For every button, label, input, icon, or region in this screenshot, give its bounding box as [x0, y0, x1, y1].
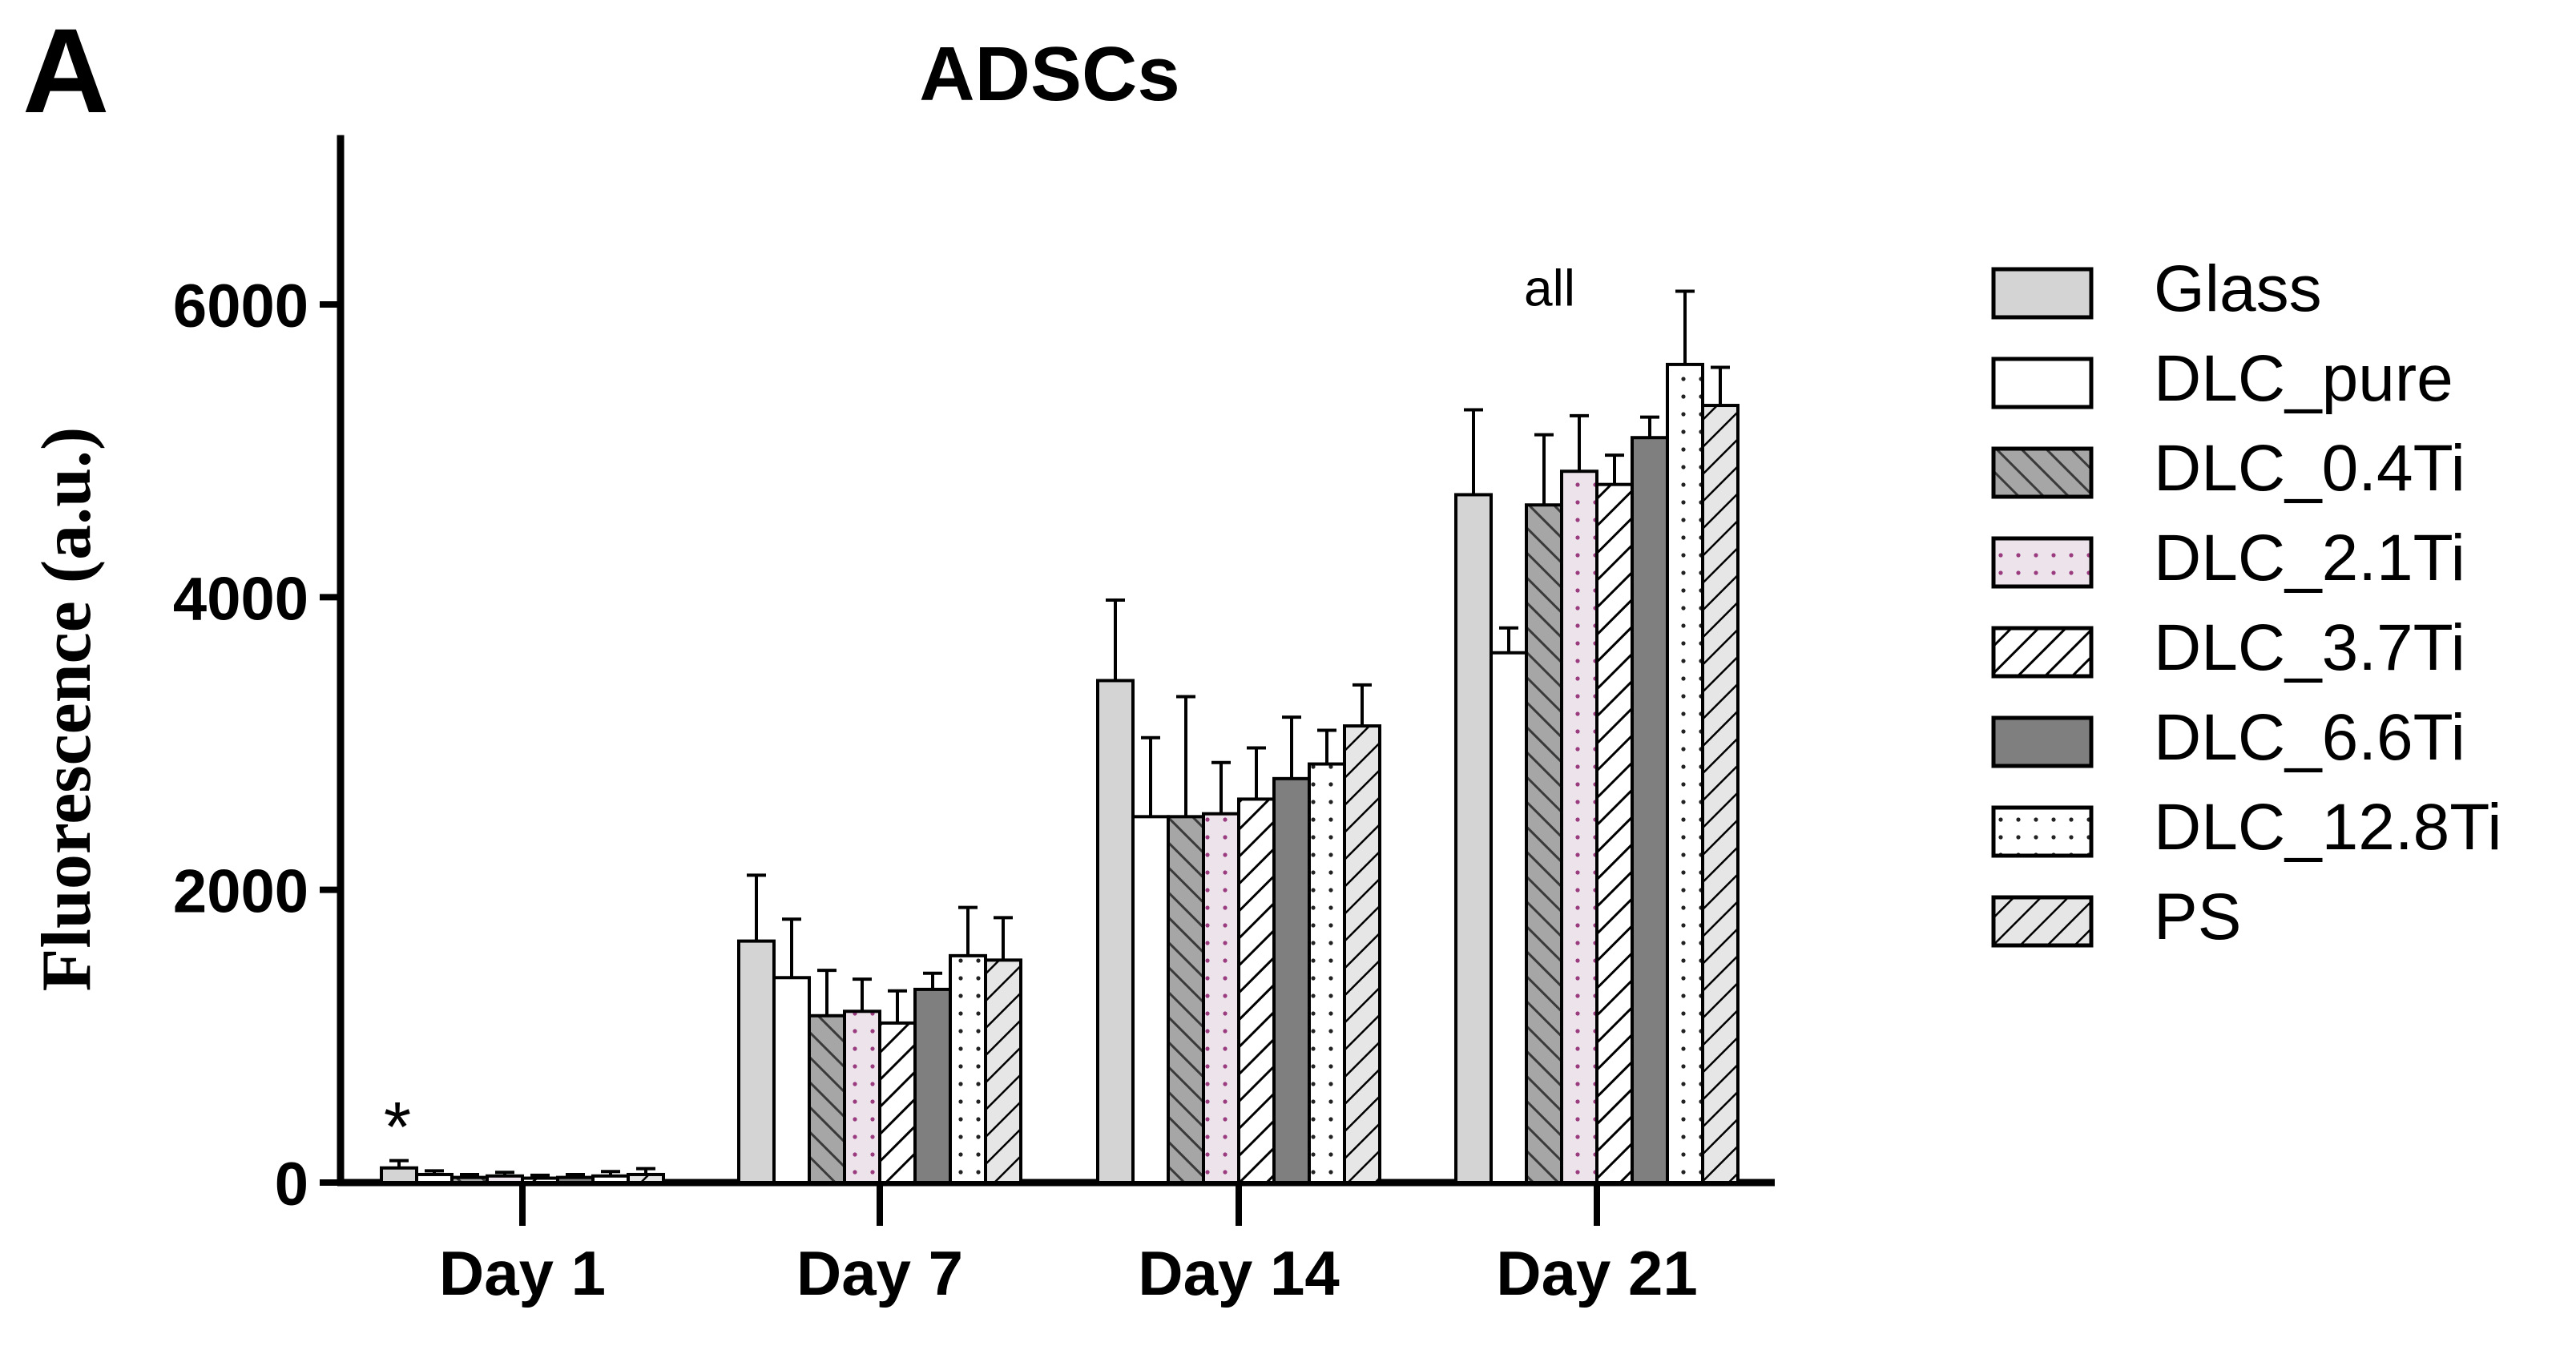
x-tick-label: Day 14: [1138, 1238, 1340, 1308]
x-tick-label: Day 7: [796, 1238, 963, 1308]
bar: [1666, 362, 1704, 1185]
bar: [843, 1010, 881, 1185]
bar: [1202, 812, 1240, 1184]
bar: [949, 953, 987, 1185]
legend-swatch: [1991, 626, 2094, 679]
legend-swatch: [1991, 446, 2094, 499]
legend-swatch: [1991, 357, 2094, 409]
bar: [591, 1174, 630, 1185]
bar: [737, 939, 776, 1184]
legend-label: DLC_0.4Ti: [2154, 432, 2465, 505]
bar: [878, 1021, 917, 1184]
legend-label: DLC_6.6Ti: [2154, 701, 2465, 774]
plot-area: 0 2000 4000 6000 Day 1 Day 7 Day 14 Day 21 * all: [173, 135, 1775, 1308]
bar: [486, 1174, 524, 1185]
bar: [1308, 762, 1346, 1184]
legend-swatch: [1991, 715, 2094, 768]
bar: [556, 1175, 595, 1185]
legend-label: DLC_2.1Ti: [2154, 522, 2465, 594]
legend-label: Glass: [2154, 252, 2322, 325]
y-axis-label: Fluorescence (a.u.): [28, 427, 106, 992]
bar: [1343, 724, 1381, 1184]
bar: [627, 1172, 665, 1185]
chart-title: ADSCs: [919, 31, 1179, 117]
bar: [1237, 797, 1276, 1184]
legend: Glass DLC_pure DLC_0.4Ti DLC_2.1Ti DLC_3.7Ti…: [1991, 252, 2502, 953]
bar: [450, 1175, 489, 1185]
bar: [984, 958, 1022, 1184]
legend-swatch: [1991, 895, 2094, 948]
legend-swatch: [1991, 536, 2094, 589]
bar: [913, 987, 952, 1184]
annotation-label: all: [1524, 260, 1575, 317]
bar: [1525, 503, 1563, 1184]
legend-swatch: [1991, 805, 2094, 858]
bar: [1490, 651, 1528, 1184]
bar: [1096, 679, 1135, 1184]
y-tick-label: 0: [275, 1151, 308, 1219]
legend-label: DLC_pure: [2154, 342, 2453, 415]
x-tick-label: Day 1: [439, 1238, 606, 1308]
bar: [772, 976, 811, 1185]
bar: [808, 1014, 846, 1185]
legend-swatch: [1991, 267, 2094, 320]
significance-marker: *: [384, 1087, 411, 1167]
y-tick-label: 4000: [173, 565, 308, 633]
y-tick-label: 6000: [173, 272, 308, 341]
legend-label: DLC_3.7Ti: [2154, 611, 2465, 684]
bar: [1131, 815, 1170, 1184]
y-tick-label: 2000: [173, 858, 308, 926]
panel-label: A: [22, 3, 109, 138]
x-tick-label: Day 21: [1496, 1238, 1698, 1308]
bar: [1701, 404, 1740, 1185]
bar: [380, 1166, 418, 1184]
legend-label: DLC_12.8Ti: [2154, 791, 2502, 864]
bar: [521, 1176, 559, 1185]
legend-label: PS: [2154, 881, 2241, 953]
bar: [1631, 436, 1669, 1184]
bar: [1272, 776, 1311, 1185]
bar: [415, 1172, 454, 1185]
bar: [1167, 815, 1205, 1184]
bar: [1595, 482, 1634, 1184]
bar: [1560, 469, 1598, 1184]
bar: [1454, 493, 1493, 1184]
